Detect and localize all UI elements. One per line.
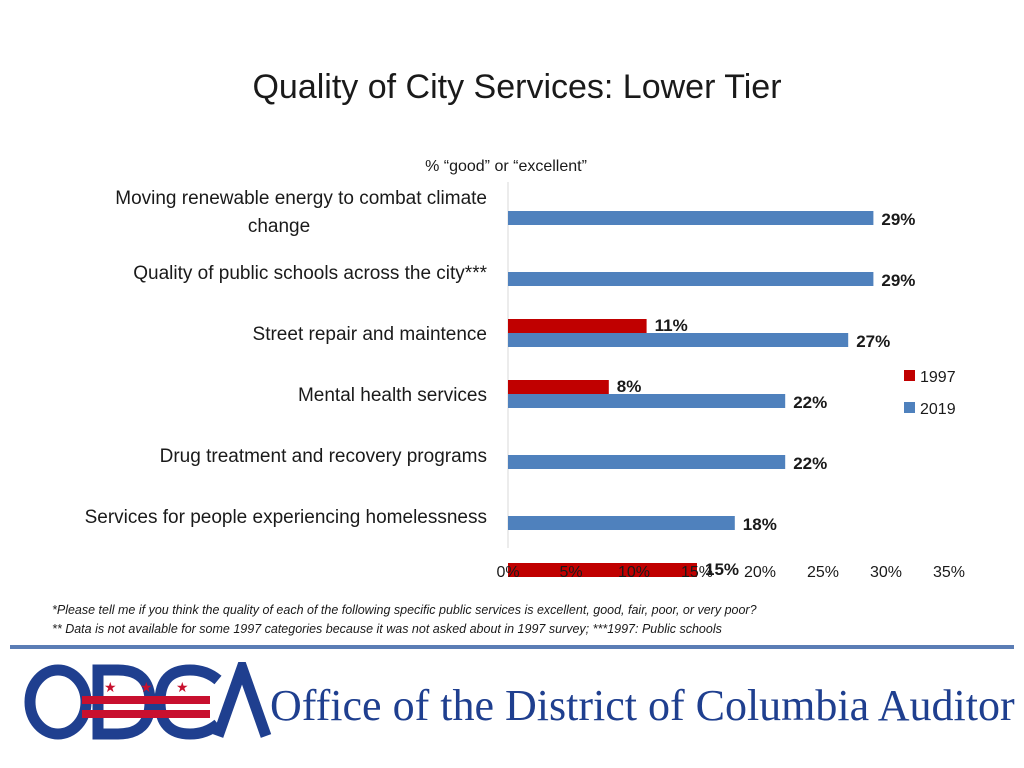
x-tick-label: 20% [744, 564, 776, 581]
category-label: Drug treatment and recovery programs [160, 446, 487, 467]
legend-swatch-1997 [904, 370, 915, 381]
org-name: Office of the District of Columbia Audit… [270, 681, 1015, 730]
x-tick-label: 10% [618, 564, 650, 581]
data-label-2019: 27% [856, 332, 890, 351]
data-label-2019: 22% [793, 454, 827, 473]
bar-2019 [508, 455, 786, 469]
x-tick-label: 30% [870, 564, 902, 581]
bar-2019 [508, 394, 786, 408]
x-tick-label: 5% [559, 564, 582, 581]
bar-chart: Moving renewable energy to combat climat… [85, 182, 965, 581]
category-label: Moving renewable energy to combat climat… [115, 188, 487, 209]
chart-title: Quality of City Services: Lower Tier [252, 68, 782, 106]
x-tick-label: 35% [933, 564, 965, 581]
svg-text:★: ★ [140, 680, 153, 696]
bar-1997 [508, 319, 647, 333]
bar-1997 [508, 380, 609, 394]
legend-swatch-2019 [904, 402, 915, 413]
bar-2019 [508, 211, 874, 225]
data-label-1997: 15% [705, 560, 739, 579]
bar-2019 [508, 333, 849, 347]
data-label-2019: 18% [743, 515, 777, 534]
footnote-data-note: ** Data is not available for some 1997 c… [52, 622, 722, 636]
category-label: Mental health services [298, 385, 487, 406]
odca-logo: ★ ★ ★ [24, 662, 272, 740]
data-label-1997: 11% [655, 316, 688, 335]
footer-divider [10, 645, 1014, 649]
legend-label-2019: 2019 [920, 401, 956, 418]
category-label-line2: change [248, 216, 310, 237]
bar-1997 [508, 563, 697, 577]
footnote-question: *Please tell me if you think the quality… [52, 603, 757, 617]
x-tick-label: 15% [681, 564, 713, 581]
category-label: Street repair and maintence [253, 324, 487, 345]
bar-2019 [508, 516, 735, 530]
svg-text:★: ★ [104, 680, 117, 696]
x-tick-label: 25% [807, 564, 839, 581]
data-label-2019: 29% [881, 271, 915, 290]
data-label-2019: 22% [793, 393, 827, 412]
legend-label-1997: 1997 [920, 369, 956, 386]
data-label-1997: 8% [617, 377, 642, 396]
category-label: Services for people experiencing homeles… [85, 507, 487, 528]
category-label: Quality of public schools across the cit… [133, 263, 487, 284]
chart-subtitle: % “good” or “excellent” [425, 158, 587, 175]
svg-text:★: ★ [176, 680, 189, 696]
bar-2019 [508, 272, 874, 286]
data-label-2019: 29% [881, 210, 915, 229]
x-tick-label: 0% [496, 564, 519, 581]
